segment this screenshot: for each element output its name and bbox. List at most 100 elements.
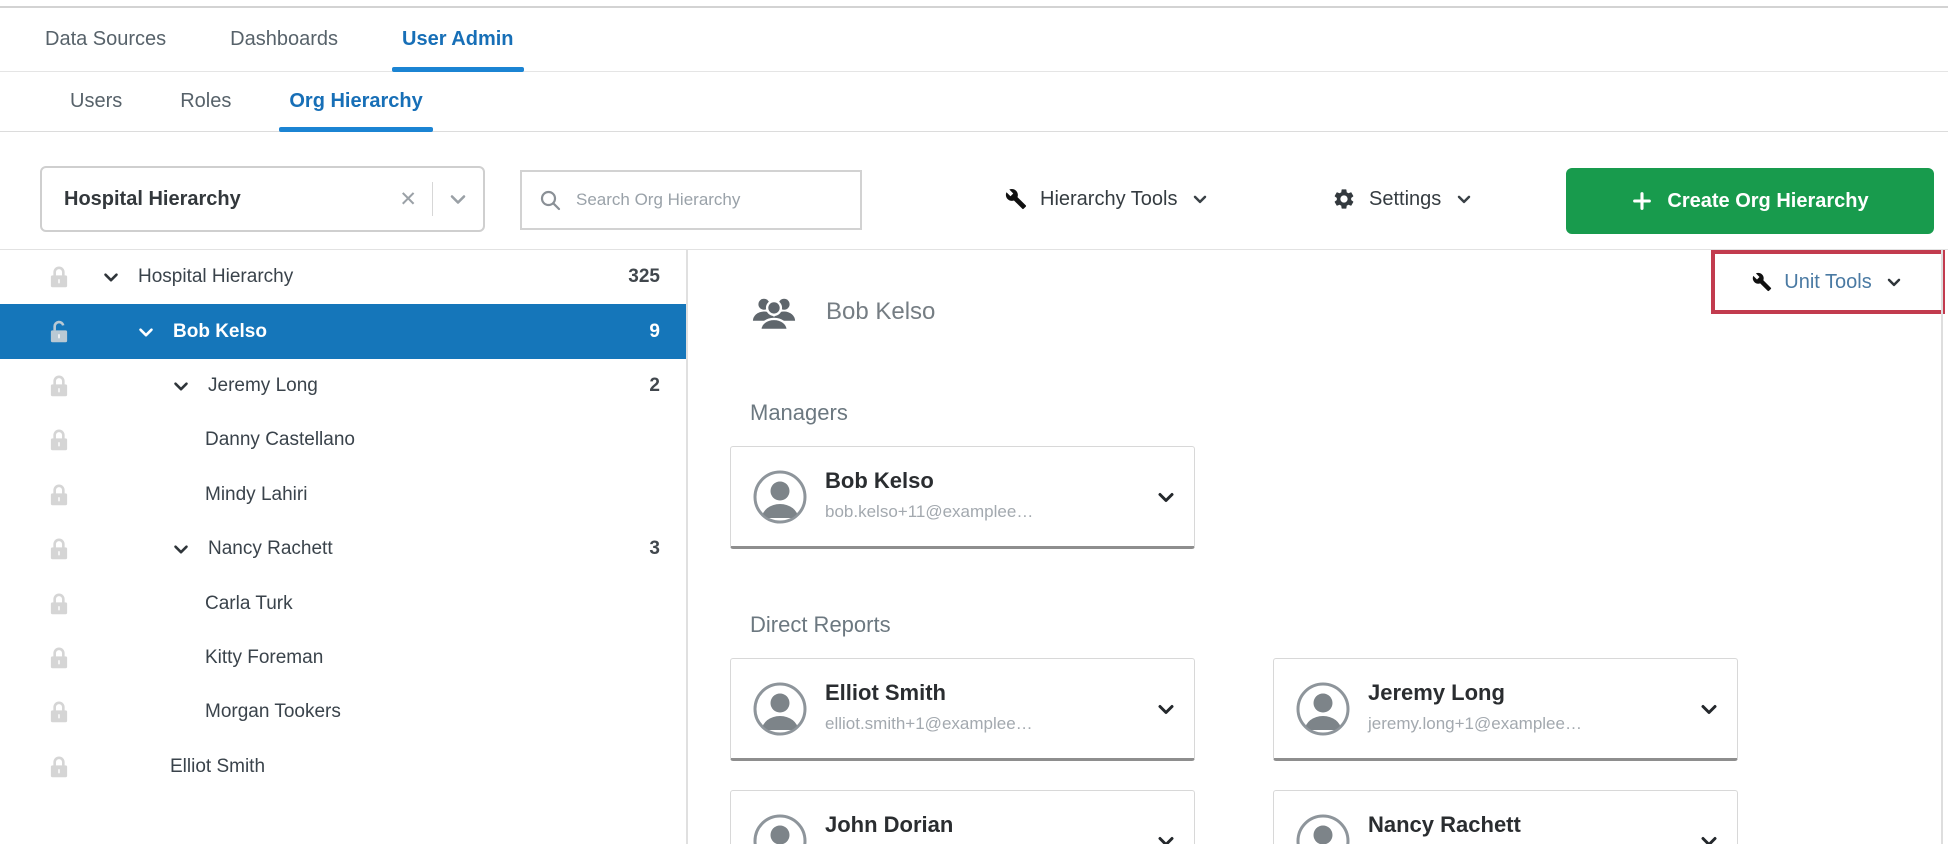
- unit-title: Bob Kelso: [752, 294, 935, 331]
- chevron-down-icon[interactable]: [1697, 697, 1721, 721]
- direct-reports-heading: Direct Reports: [750, 612, 891, 637]
- user-card-name: Jeremy Long: [1368, 680, 1505, 705]
- avatar-icon: [753, 682, 807, 736]
- chevron-down-icon[interactable]: [1697, 829, 1721, 844]
- primary-nav: Data Sources Dashboards User Admin: [0, 8, 1948, 72]
- hierarchy-select[interactable]: Hospital Hierarchy ✕: [40, 166, 485, 232]
- chevron-down-icon[interactable]: [1154, 697, 1178, 721]
- org-hierarchy-toolbar: Hospital Hierarchy ✕ Hierarchy Tools Set…: [0, 132, 1948, 250]
- settings-label: Settings: [1369, 187, 1442, 210]
- x-icon[interactable]: ✕: [399, 187, 417, 211]
- unit-title-label: Bob Kelso: [826, 298, 936, 326]
- user-card-name: Bob Kelso: [825, 468, 934, 493]
- create-org-hierarchy-button[interactable]: Create Org Hierarchy: [1566, 168, 1934, 234]
- plus-icon: [1631, 190, 1653, 212]
- user-card-bob-kelso[interactable]: Bob Kelso bob.kelso+11@examplee…: [730, 446, 1195, 549]
- lock-open-icon: [46, 319, 72, 345]
- tree-item-mindy-lahiri[interactable]: Mindy Lahiri: [0, 468, 686, 522]
- subtab-users[interactable]: Users: [70, 90, 123, 112]
- select-divider: [432, 182, 433, 216]
- user-card-nancy-rachett[interactable]: Nancy Rachett: [1273, 790, 1738, 844]
- user-card-john-dorian[interactable]: John Dorian: [730, 790, 1195, 844]
- tree-item-bob-kelso[interactable]: Bob Kelso 9: [0, 304, 686, 359]
- annotation-box: Unit Tools: [1711, 250, 1945, 314]
- tree-item-jeremy-long[interactable]: Jeremy Long 2: [0, 359, 686, 413]
- lock-closed-icon: [46, 536, 72, 562]
- tree-item-label: Mindy Lahiri: [205, 483, 308, 505]
- lock-closed-icon: [46, 427, 72, 453]
- avatar-icon: [753, 470, 807, 524]
- tree-item-label: Jeremy Long: [208, 374, 318, 396]
- user-card-email: bob.kelso+11@examplee…: [825, 502, 1034, 521]
- avatar-icon: [1296, 682, 1350, 736]
- group-icon: [752, 294, 796, 331]
- subtab-org-hierarchy[interactable]: Org Hierarchy: [279, 72, 434, 132]
- direct-reports-card-list: Elliot Smith elliot.smith+1@examplee… Jere…: [730, 658, 1742, 844]
- managers-heading: Managers: [750, 400, 848, 425]
- tree-item-count: 3: [649, 538, 660, 560]
- secondary-nav: Users Roles Org Hierarchy: [0, 72, 1948, 132]
- managers-card-list: Bob Kelso bob.kelso+11@examplee…: [730, 446, 1195, 549]
- tab-dashboards[interactable]: Dashboards: [230, 28, 339, 50]
- tree-item-nancy-rachett[interactable]: Nancy Rachett 3: [0, 522, 686, 576]
- tree-item-morgan-tookers[interactable]: Morgan Tookers: [0, 685, 686, 739]
- user-card-name: Nancy Rachett: [1368, 812, 1521, 837]
- tree-item-elliot-smith[interactable]: Elliot Smith: [0, 740, 686, 794]
- wrench-icon: [1752, 272, 1772, 292]
- tab-data-sources[interactable]: Data Sources: [45, 28, 167, 50]
- tree-item-count: 2: [649, 374, 660, 396]
- tree-item-hospital-hierarchy[interactable]: Hospital Hierarchy 325: [0, 250, 686, 304]
- tree-item-count: 325: [628, 266, 660, 288]
- tree-item-label: Bob Kelso: [173, 320, 267, 342]
- top-divider: [0, 6, 1948, 8]
- user-card-name: John Dorian: [825, 812, 954, 837]
- user-card-elliot-smith[interactable]: Elliot Smith elliot.smith+1@examplee…: [730, 658, 1195, 761]
- lock-closed-icon: [46, 699, 72, 725]
- avatar-icon: [1296, 814, 1350, 844]
- unit-detail-panel: Unit Tools Bob Kelso Managers Bob Kelso b…: [688, 250, 1948, 844]
- org-hierarchy-search[interactable]: [520, 170, 862, 230]
- wrench-icon: [1005, 188, 1027, 210]
- lock-closed-icon: [46, 591, 72, 617]
- user-card-jeremy-long[interactable]: Jeremy Long jeremy.long+1@examplee…: [1273, 658, 1738, 761]
- chevron-down-icon: [1190, 189, 1210, 209]
- subtab-roles[interactable]: Roles: [180, 90, 232, 112]
- settings-menu[interactable]: Settings: [1332, 166, 1474, 232]
- tree-item-label: Elliot Smith: [170, 755, 266, 777]
- search-input[interactable]: [574, 189, 860, 211]
- chevron-down-icon[interactable]: [433, 187, 483, 211]
- tree-item-label: Hospital Hierarchy: [138, 266, 294, 288]
- chevron-down-icon[interactable]: [100, 266, 122, 288]
- chevron-down-icon[interactable]: [170, 538, 192, 560]
- chevron-down-icon[interactable]: [1154, 829, 1178, 844]
- chevron-down-icon: [1454, 189, 1474, 209]
- chevron-down-icon[interactable]: [135, 321, 157, 343]
- tab-user-admin[interactable]: User Admin: [392, 8, 524, 72]
- tree-item-danny-castellano[interactable]: Danny Castellano: [0, 413, 686, 467]
- user-card-name: Elliot Smith: [825, 680, 946, 705]
- search-icon: [538, 188, 562, 212]
- user-card-email: elliot.smith+1@examplee…: [825, 714, 1033, 733]
- create-org-hierarchy-label: Create Org Hierarchy: [1667, 189, 1869, 212]
- tree-item-label: Morgan Tookers: [205, 701, 341, 723]
- hierarchy-tools-menu[interactable]: Hierarchy Tools: [1005, 166, 1210, 232]
- hierarchy-select-value: Hospital Hierarchy: [64, 187, 241, 210]
- tree-item-count: 9: [649, 320, 660, 342]
- lock-closed-icon: [46, 373, 72, 399]
- tree-item-carla-turk[interactable]: Carla Turk: [0, 576, 686, 630]
- hierarchy-tools-label: Hierarchy Tools: [1040, 187, 1178, 210]
- chevron-down-icon[interactable]: [170, 375, 192, 397]
- org-hierarchy-tree: Hospital Hierarchy 325 Bob Kelso 9 Jeremy Lo…: [0, 250, 688, 844]
- tree-item-label: Danny Castellano: [205, 429, 355, 451]
- chevron-down-icon[interactable]: [1154, 485, 1178, 509]
- unit-tools-menu[interactable]: Unit Tools: [1752, 271, 1903, 294]
- chevron-down-icon: [1884, 272, 1904, 292]
- lock-closed-icon: [46, 264, 72, 290]
- lock-closed-icon: [46, 754, 72, 780]
- avatar-icon: [753, 814, 807, 844]
- lock-closed-icon: [46, 482, 72, 508]
- tree-item-label: Nancy Rachett: [208, 538, 333, 560]
- tree-item-kitty-foreman[interactable]: Kitty Foreman: [0, 631, 686, 685]
- tree-item-label: Kitty Foreman: [205, 646, 324, 668]
- user-card-email: jeremy.long+1@examplee…: [1368, 714, 1582, 733]
